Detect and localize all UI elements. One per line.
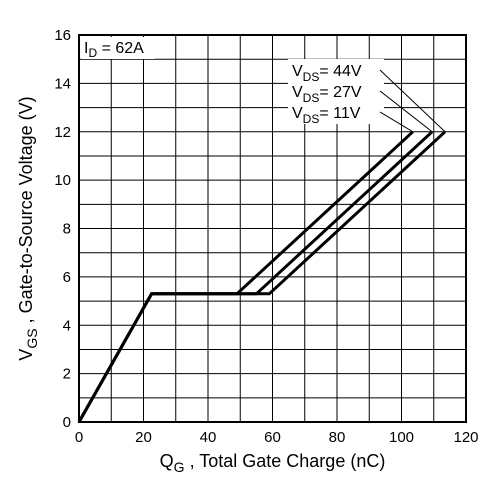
tick-labels: 0 20 40 60 80 100 120 0 2 4 6 8 10 12 14 16 — [54, 27, 478, 446]
x-axis-title: QG , Total Gate Charge (nC) — [160, 451, 386, 475]
series-leader-line-1 — [379, 90, 433, 133]
x-tick-label: 120 — [453, 429, 478, 446]
plot-frame — [78, 34, 467, 423]
y-tick-label: 6 — [63, 269, 71, 286]
series-label-2: VDS= 11V — [292, 105, 361, 126]
y-tick-label: 12 — [54, 124, 71, 141]
series-labels-background — [288, 59, 384, 124]
y-tick-label: 16 — [54, 27, 71, 44]
x-tick-label: 60 — [264, 429, 281, 446]
series-lines — [77, 130, 447, 423]
x-tick-label: 40 — [200, 429, 217, 446]
condition-label: ID = 62A — [84, 40, 144, 60]
x-tick-label: 100 — [389, 429, 414, 446]
x-tick-label: 20 — [135, 429, 152, 446]
condition-label-background — [81, 37, 155, 59]
y-tick-label: 0 — [63, 414, 71, 431]
series-leader-line-2 — [379, 111, 414, 133]
y-tick-label: 14 — [54, 75, 71, 92]
grid — [79, 35, 466, 422]
y-tick-label: 2 — [63, 366, 71, 383]
x-tick-label: 80 — [329, 429, 346, 446]
x-tick-label: 0 — [75, 429, 83, 446]
series-line-2 — [77, 130, 414, 423]
series-label-0: VDS= 44V — [292, 63, 362, 84]
y-axis-title: VGS , Gate-to-Source Voltage (V) — [16, 96, 40, 360]
series-label-1: VDS= 27V — [292, 84, 362, 105]
y-tick-label: 4 — [63, 317, 71, 334]
series-leader-line-0 — [379, 69, 446, 133]
y-tick-label: 10 — [54, 172, 71, 189]
y-tick-label: 8 — [63, 221, 71, 238]
